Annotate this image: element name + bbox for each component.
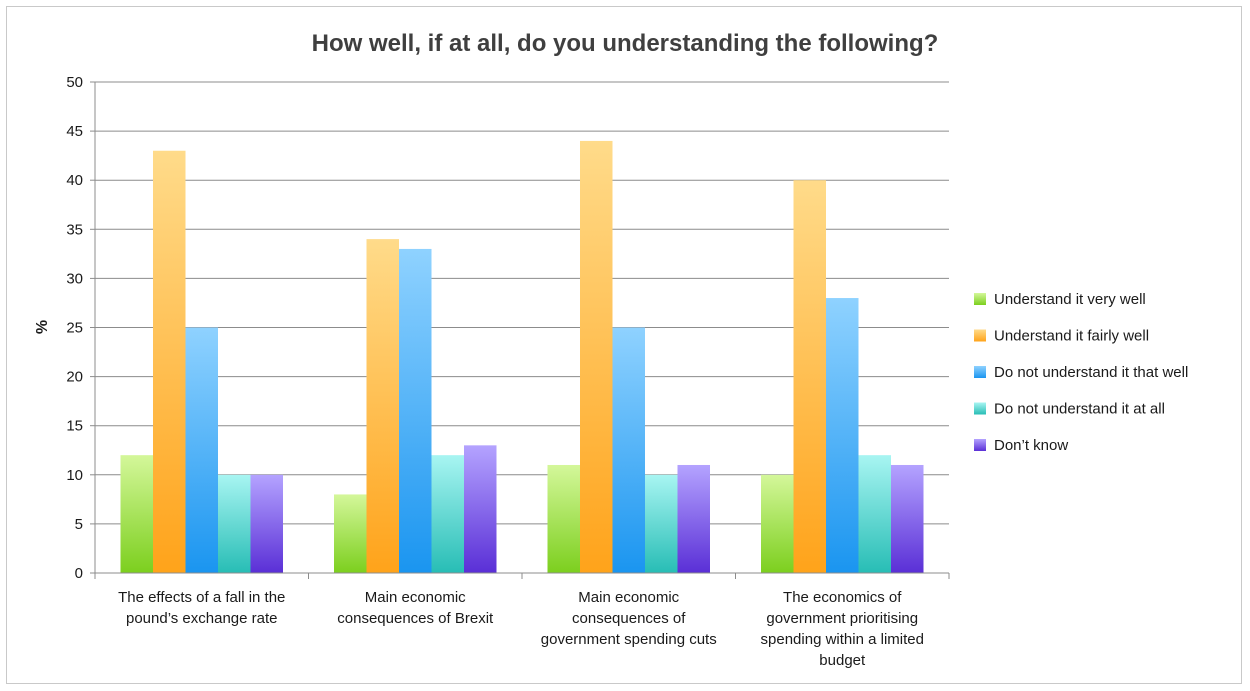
y-axis-label: % <box>34 320 51 334</box>
axes: 0 5 10 15 20 25 30 35 40 45 50 The effects of a fal… <box>66 74 950 669</box>
x-category-label: Main economic consequences of Brexit <box>337 589 494 627</box>
bar <box>858 455 891 573</box>
bar <box>399 248 432 573</box>
bar <box>677 464 710 573</box>
legend-swatch <box>974 329 986 342</box>
chart-title: How well, if at all, do you understandin… <box>312 30 939 57</box>
x-category-label: The economics of government prioritising s… <box>761 589 924 669</box>
bar <box>645 474 678 573</box>
y-tick-label: 0 <box>75 565 83 582</box>
bar <box>431 455 464 573</box>
bar <box>761 474 794 573</box>
bar <box>250 474 283 573</box>
bars <box>120 140 924 574</box>
y-tick-label: 10 <box>66 467 83 484</box>
bar <box>612 327 645 573</box>
y-tick-label: 50 <box>66 74 83 91</box>
y-tick-label: 5 <box>75 516 83 533</box>
bar <box>891 464 924 573</box>
x-category-label: The effects of a fall in the pound’s exch… <box>118 589 285 627</box>
bar <box>580 140 613 574</box>
bar <box>153 150 186 574</box>
bar <box>547 464 580 573</box>
legend-label: Don’t know <box>994 437 1068 454</box>
legend: Understand it very well Understand it fai… <box>974 291 1188 454</box>
bar <box>334 494 367 573</box>
bar <box>826 298 859 573</box>
y-tick-label: 40 <box>66 172 83 189</box>
legend-label: Do not understand it at all <box>994 401 1165 418</box>
legend-swatch <box>974 293 986 305</box>
bar <box>366 239 399 573</box>
legend-swatch <box>974 439 986 451</box>
y-tick-label: 25 <box>66 320 83 337</box>
bar <box>185 327 218 573</box>
y-tick-label: 20 <box>66 369 83 386</box>
bar <box>120 455 153 573</box>
legend-swatch <box>974 402 986 415</box>
bar <box>464 445 497 573</box>
x-category-label: Main economic consequences of government s… <box>541 589 717 648</box>
y-tick-label: 45 <box>66 123 83 140</box>
legend-label: Understand it very well <box>994 291 1146 308</box>
legend-swatch <box>974 366 986 378</box>
bar <box>793 180 826 573</box>
chart-frame: How well, if at all, do you understandin… <box>6 6 1242 684</box>
y-tick-label: 15 <box>66 418 83 435</box>
legend-label: Understand it fairly well <box>994 328 1149 345</box>
bar <box>218 474 251 573</box>
y-tick-label: 30 <box>66 270 83 287</box>
chart: How well, if at all, do you understandin… <box>34 30 1188 669</box>
y-tick-label: 35 <box>66 221 83 238</box>
legend-label: Do not understand it that well <box>994 364 1188 381</box>
